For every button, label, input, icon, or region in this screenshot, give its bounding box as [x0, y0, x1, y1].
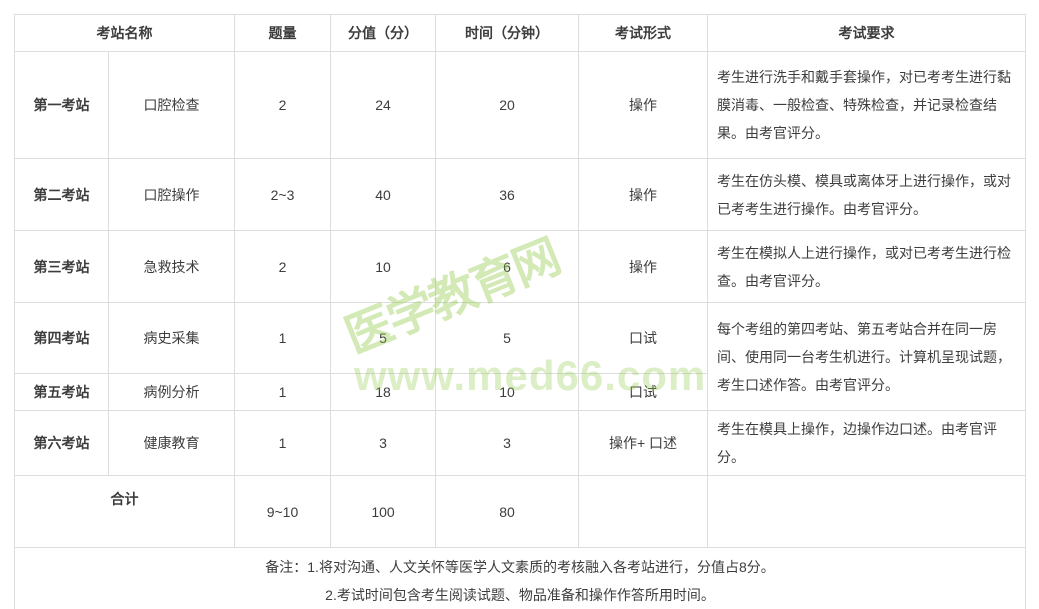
count-cell: 2 [234, 230, 331, 303]
note-line-2: 2.考试时间包含考生阅读试题、物品准备和操作作答所用时间。 [325, 586, 715, 603]
requirement-cell: 考生在模拟人上进行操作，或对已考考生进行检查。由考官评分。 [707, 230, 1026, 303]
form-cell: 口试 [578, 373, 708, 411]
subject-cell: 急救技术 [108, 230, 235, 303]
station-cell: 第二考站 [14, 158, 109, 231]
requirement-cell: 考生在仿头模、模具或离体牙上进行操作，或对已考考生进行操作。由考官评分。 [707, 158, 1026, 231]
form-cell: 口试 [578, 302, 708, 374]
form-cell: 操作 [578, 51, 708, 159]
table-row-station-6: 第六考站 健康教育 1 3 3 操作+ 口述 考生在模具上操作，边操作边口述。由… [14, 410, 1026, 476]
score-cell: 5 [330, 302, 436, 374]
header-exam-form: 考试形式 [578, 14, 708, 52]
form-cell: 操作+ 口述 [578, 410, 708, 476]
station-cell: 第四考站 [14, 302, 109, 374]
time-cell: 6 [435, 230, 579, 303]
total-time-cell: 80 [435, 475, 579, 548]
count-cell: 2~3 [234, 158, 331, 231]
score-cell: 18 [330, 373, 436, 411]
table-row-station-3: 第三考站 急救技术 2 10 6 操作 考生在模拟人上进行操作，或对已考考生进行… [14, 230, 1026, 303]
requirement-cell-merged: 每个考组的第四考站、第五考站合并在同一房间、使用同一台考生机进行。计算机呈现试题… [707, 302, 1026, 411]
notes-cell: 备注：1.将对沟通、人文关怀等医学人文素质的考核融入各考站进行，分值占8分。 2… [14, 547, 1026, 609]
table-row-total: 合计 9~10 100 80 [14, 475, 1026, 548]
time-cell: 36 [435, 158, 579, 231]
time-cell: 3 [435, 410, 579, 476]
score-cell: 24 [330, 51, 436, 159]
total-requirement-cell-empty [707, 475, 1026, 548]
header-question-count: 题量 [234, 14, 331, 52]
subject-cell: 健康教育 [108, 410, 235, 476]
form-cell: 操作 [578, 158, 708, 231]
time-cell: 10 [435, 373, 579, 411]
station-cell: 第五考站 [14, 373, 109, 411]
header-score: 分值（分） [330, 14, 436, 52]
total-count-cell: 9~10 [234, 475, 331, 548]
time-cell: 20 [435, 51, 579, 159]
score-cell: 10 [330, 230, 436, 303]
count-cell: 1 [234, 410, 331, 476]
score-cell: 40 [330, 158, 436, 231]
table-row-station-4: 第四考站 病史采集 1 5 5 口试 每个考组的第四考站、第五考站合并在同一房间… [14, 302, 1026, 411]
total-form-cell-empty [578, 475, 708, 548]
subject-cell: 口腔操作 [108, 158, 235, 231]
table-header-row: 考站名称 题量 分值（分） 时间（分钟） 考试形式 考试要求 [14, 14, 1026, 52]
subject-cell: 病史采集 [108, 302, 235, 374]
note-line-1: 备注：1.将对沟通、人文关怀等医学人文素质的考核融入各考站进行，分值占8分。 [265, 558, 775, 575]
total-score-cell: 100 [330, 475, 436, 548]
header-time: 时间（分钟） [435, 14, 579, 52]
total-label-cell: 合计 [14, 475, 235, 548]
subject-cell: 口腔检查 [108, 51, 235, 159]
station-cell: 第六考站 [14, 410, 109, 476]
requirement-cell: 考生进行洗手和戴手套操作，对已考考生进行黏膜消毒、一般检查、特殊检查，并记录检查… [707, 51, 1026, 159]
count-cell: 1 [234, 302, 331, 374]
count-cell: 2 [234, 51, 331, 159]
header-station-name: 考站名称 [14, 14, 235, 52]
table-row-notes: 备注：1.将对沟通、人文关怀等医学人文素质的考核融入各考站进行，分值占8分。 2… [14, 547, 1026, 609]
requirement-cell: 考生在模具上操作，边操作边口述。由考官评分。 [707, 410, 1026, 476]
subject-cell: 病例分析 [108, 373, 235, 411]
station-cell: 第一考站 [14, 51, 109, 159]
table-row-station-5: 第五考站 病例分析 1 18 10 口试 [14, 373, 1026, 411]
score-cell: 3 [330, 410, 436, 476]
exam-stations-table: 考站名称 题量 分值（分） 时间（分钟） 考试形式 考试要求 第一考站 口腔检查… [14, 14, 1026, 609]
header-exam-requirement: 考试要求 [707, 14, 1026, 52]
form-cell: 操作 [578, 230, 708, 303]
table-row-station-2: 第二考站 口腔操作 2~3 40 36 操作 考生在仿头模、模具或离体牙上进行操… [14, 158, 1026, 231]
time-cell: 5 [435, 302, 579, 374]
station-cell: 第三考站 [14, 230, 109, 303]
table-row-station-1: 第一考站 口腔检查 2 24 20 操作 考生进行洗手和戴手套操作，对已考考生进… [14, 51, 1026, 159]
count-cell: 1 [234, 373, 331, 411]
